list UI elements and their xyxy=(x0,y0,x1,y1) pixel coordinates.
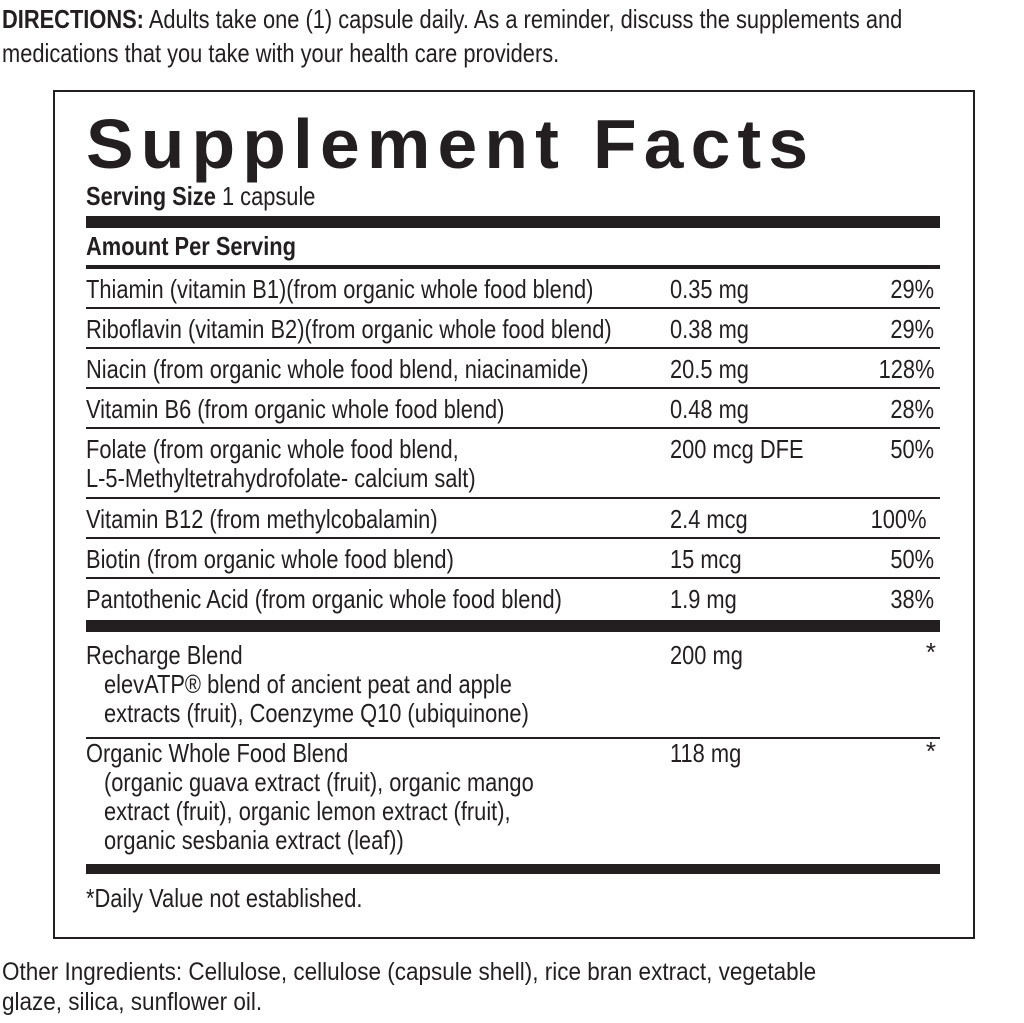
nutrient-row: Thiamin (vitamin B1)(from organic whole … xyxy=(86,269,940,309)
nutrient-row: Vitamin B12 (from methylcobalamin) 2.4 m… xyxy=(86,499,940,539)
nutrient-row: Folate (from organic whole food blend, L-… xyxy=(86,429,940,499)
panel-title: Supplement Facts xyxy=(86,105,816,183)
other-ingredients: Other Ingredients: Cellulose, cellulose … xyxy=(2,958,817,1016)
medium-divider xyxy=(86,265,940,269)
nutrient-row: Biotin (from organic whole food blend) 1… xyxy=(86,539,940,579)
serving-size: Serving Size 1 capsule xyxy=(86,182,359,211)
blend-row: Recharge Blend elevATP® blend of ancient… xyxy=(86,634,940,739)
serving-size-label: Serving Size xyxy=(86,181,216,211)
supplement-facts-panel xyxy=(53,90,975,939)
amount-per-serving: Amount Per Serving xyxy=(86,231,296,261)
nutrient-row: Pantothenic Acid (from organic whole foo… xyxy=(86,584,934,614)
nutrient-row: Riboflavin (vitamin B2)(from organic who… xyxy=(86,309,940,349)
thick-divider xyxy=(86,864,940,874)
thick-divider xyxy=(86,216,940,228)
blend-row: Organic Whole Food Blend (organic guava … xyxy=(86,736,936,855)
directions-label: DIRECTIONS: xyxy=(2,4,144,34)
directions-line-1: Adults take one (1) capsule daily. As a … xyxy=(143,4,903,34)
directions-text: DIRECTIONS: Adults take one (1) capsule … xyxy=(2,2,1024,70)
footnote: *Daily Value not established. xyxy=(86,883,363,913)
nutrient-row: Vitamin B6 (from organic whole food blen… xyxy=(86,389,940,429)
thick-divider xyxy=(86,620,940,632)
directions-line-2: medications that you take with your heal… xyxy=(2,38,560,68)
nutrient-row: Niacin (from organic whole food blend, n… xyxy=(86,349,940,389)
serving-size-value: 1 capsule xyxy=(215,181,316,211)
